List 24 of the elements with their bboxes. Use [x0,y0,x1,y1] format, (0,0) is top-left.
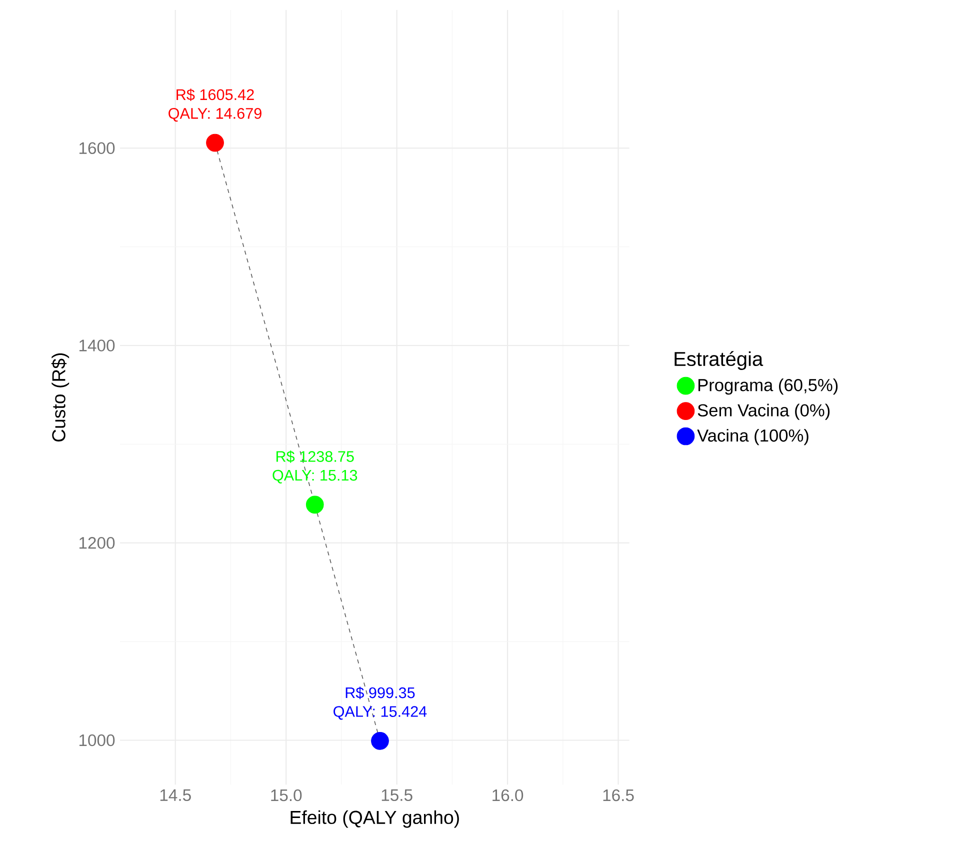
annotation: QALY: 15.424 [334,706,427,720]
y-axis-title: Custo (R$) [51,353,70,442]
y-tick-label: 1200 [79,537,115,549]
point [371,732,389,750]
y-tick-label: 1600 [79,142,115,154]
x-tick-label: 16.0 [492,789,524,802]
y-tick-label: 1000 [79,734,115,746]
x-axis-title: Efeito (QALY ganho) [290,810,459,828]
x-tick-label: 16.5 [603,789,634,802]
data-label: R$ 1238.75 [276,450,354,463]
x-tick-label: 15.5 [382,789,412,802]
point [306,496,324,514]
annotation: QALY: 15.13 [272,470,358,484]
annotation: QALY: 14.679 [168,108,262,122]
legend-label: Programa (60,5%) [698,378,838,395]
y-tick-label: 1400 [79,340,115,352]
x-tick-label: 14.5 [160,789,191,802]
legend-title: Estratégia [674,351,764,370]
legend-label: Sem Vacina (0%) [698,404,830,420]
legend-label: Vacina (100%) [697,428,808,446]
x-tick-label: 15.0 [271,789,302,802]
data-label: R$ 999.35 [346,686,415,700]
point [206,134,224,152]
data-label: R$ 1605.42 [176,88,254,102]
